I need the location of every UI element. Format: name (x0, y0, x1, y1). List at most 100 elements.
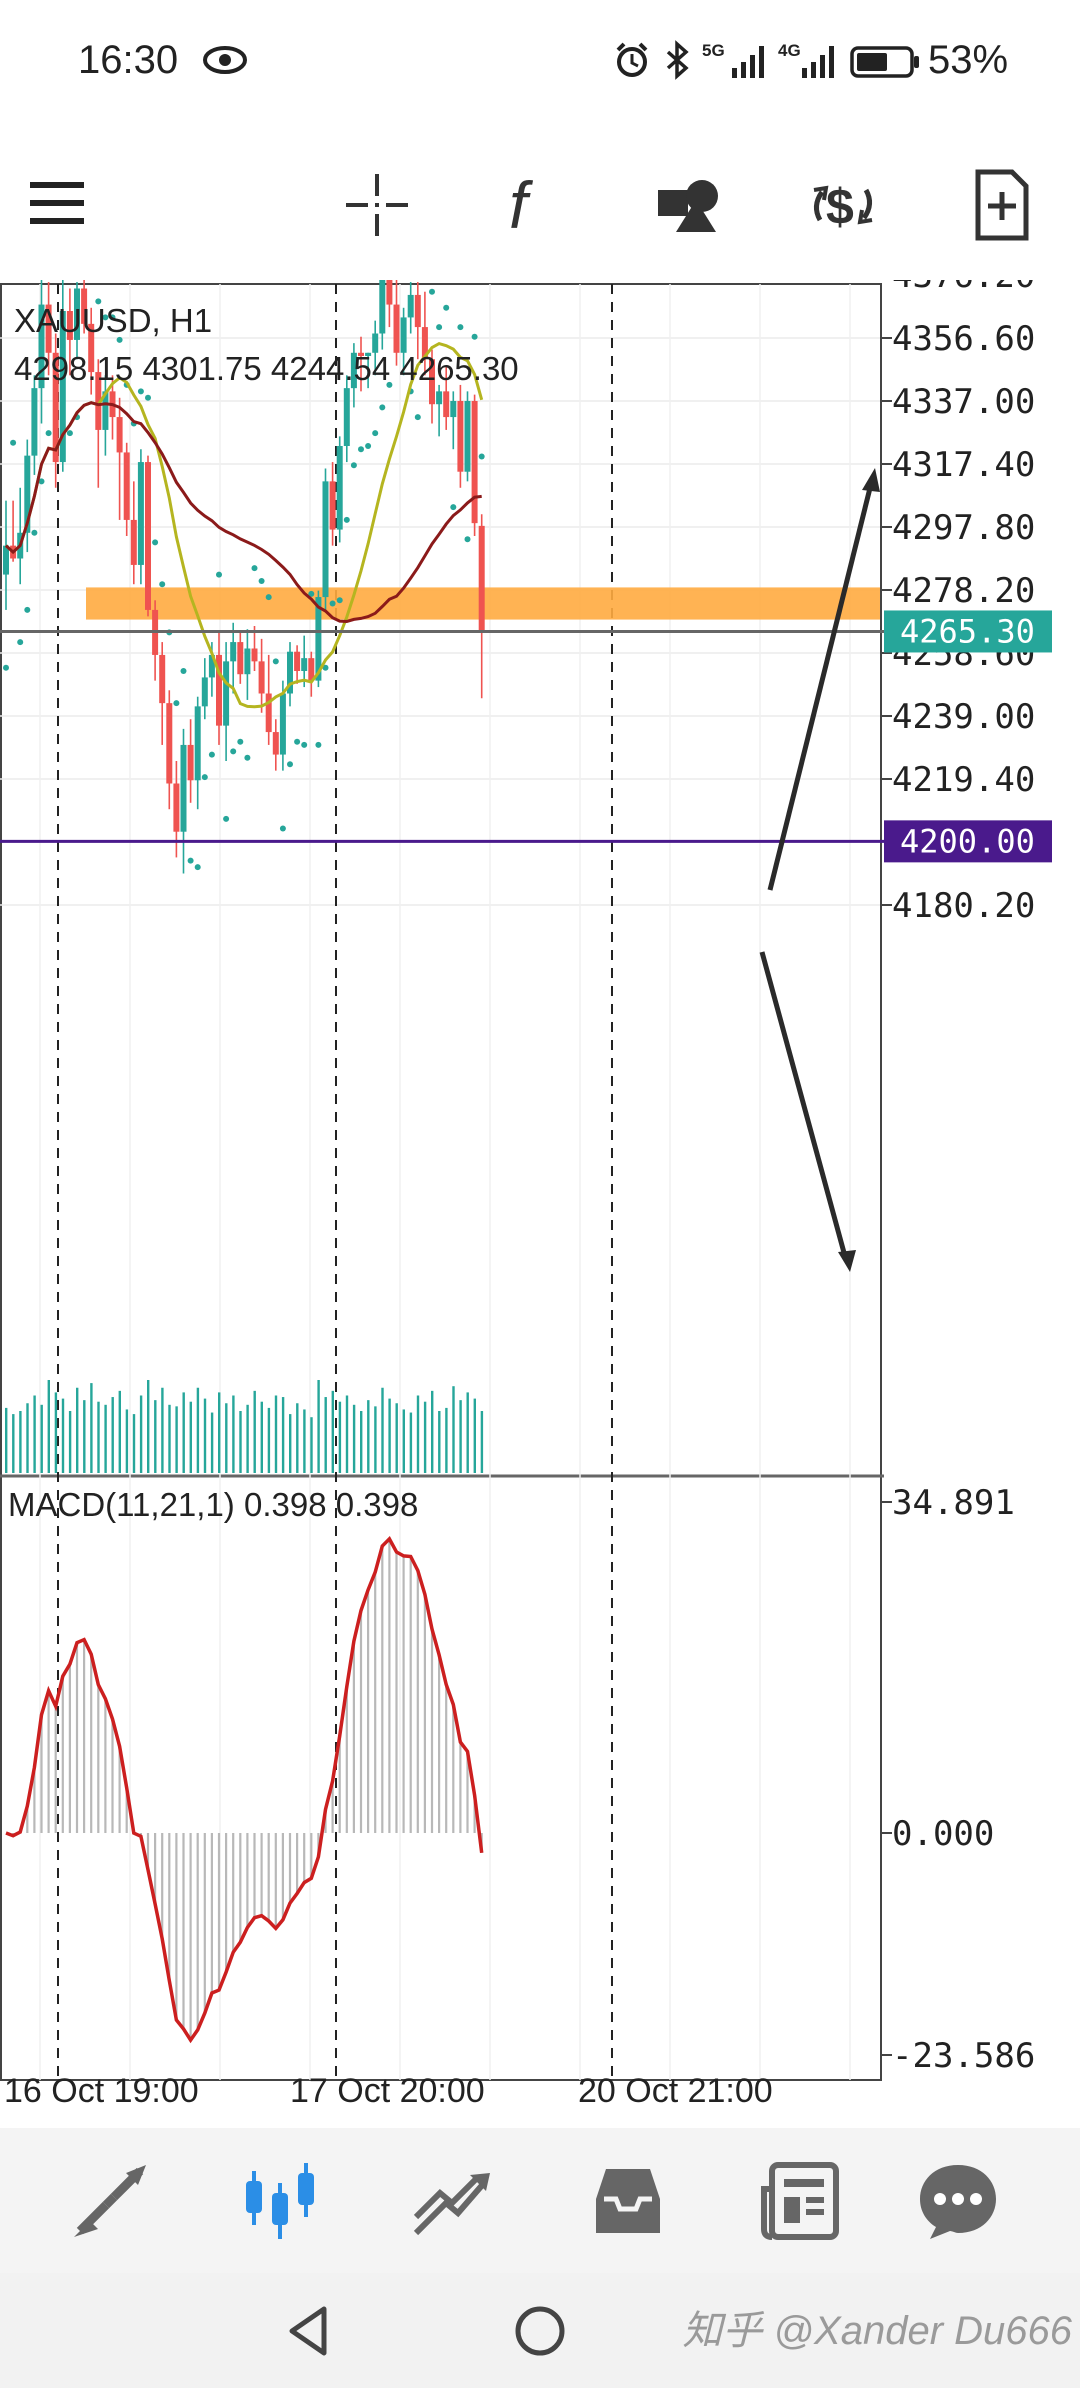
volume-bar (459, 1400, 462, 1473)
down-arrow[interactable] (759, 951, 849, 1261)
volume-bar (289, 1414, 292, 1473)
home-icon[interactable] (512, 2303, 568, 2359)
indicators-icon[interactable]: f (505, 168, 561, 242)
candle (3, 500, 9, 610)
volume-bar (225, 1403, 228, 1473)
candle (421, 291, 428, 376)
candle (301, 635, 308, 688)
projection-arrows[interactable] (759, 468, 880, 1272)
candle-body (194, 706, 201, 781)
volume-bar (331, 1390, 334, 1473)
candle-body (365, 352, 372, 356)
objects-icon[interactable] (656, 176, 724, 234)
candle-body (436, 391, 443, 405)
candle (116, 397, 123, 520)
current-price-tag (884, 610, 1052, 653)
nav-trade[interactable] (372, 2128, 532, 2273)
candle (244, 629, 251, 700)
svg-text:$: $ (826, 179, 854, 235)
volume-bar (480, 1411, 484, 1473)
menu-icon[interactable] (28, 176, 88, 230)
candle-body (130, 519, 137, 565)
sar-dot (24, 606, 31, 613)
sar-dot (443, 304, 450, 311)
messages-icon (920, 2164, 996, 2239)
candle (102, 375, 109, 456)
back-icon[interactable] (284, 2303, 334, 2359)
candle-body (251, 648, 258, 662)
sar-dot (308, 590, 315, 597)
candle (38, 278, 45, 424)
sar-dot (152, 539, 159, 546)
nav-news[interactable] (720, 2128, 880, 2273)
sar-dot (265, 594, 272, 601)
sar-dot (450, 504, 457, 511)
sar-dot (294, 738, 301, 745)
nav-chart[interactable] (200, 2128, 360, 2273)
candle (457, 384, 464, 488)
sar-dot (336, 597, 343, 604)
volume-bar (154, 1400, 157, 1473)
volume-bar (409, 1412, 413, 1473)
price-chart[interactable]: 4395.804376.204356.604337.004317.404297.… (0, 193, 1080, 2132)
volume-bar (118, 1390, 121, 1473)
candle-body (201, 677, 208, 707)
sar-dot (66, 430, 73, 437)
news-icon (761, 2161, 839, 2240)
volume-bar (132, 1414, 136, 1473)
nav-history[interactable] (548, 2128, 708, 2273)
volume-bar (161, 1387, 164, 1473)
sar-dot (329, 600, 336, 607)
up-arrow[interactable] (767, 479, 875, 891)
sar-dot (478, 453, 485, 460)
volume-bar (445, 1407, 448, 1473)
volume-bar (97, 1401, 100, 1473)
trade-icon[interactable]: $ (806, 170, 880, 240)
nav-quotes[interactable] (30, 2128, 190, 2273)
system-navigation-bar: 知乎 @Xander Du666 (0, 2273, 1080, 2388)
chart-canvas[interactable]: 4395.804376.204356.604337.004317.404297.… (0, 193, 1080, 2132)
new-template-icon[interactable] (972, 168, 1032, 242)
candle (66, 288, 73, 376)
candle (152, 600, 159, 681)
price-tick-label: 4180.20 (892, 886, 1035, 926)
candle-body (287, 651, 293, 694)
candle (386, 262, 393, 328)
price-tick-label: 4317.40 (892, 445, 1035, 485)
trade-nav-icon (413, 2172, 490, 2235)
alarm-icon (616, 42, 648, 77)
time-axis: 16 Oct 19:00 17 Oct 20:00 20 Oct 21:00 (4, 2072, 773, 2110)
candle-body (294, 651, 301, 671)
candle (216, 632, 222, 745)
candle (308, 651, 315, 697)
price-tick-label: 4376.20 (892, 280, 1035, 296)
nav-messages[interactable] (878, 2128, 1038, 2273)
candle (358, 336, 364, 392)
volume-bar (416, 1395, 420, 1473)
candle (393, 269, 400, 366)
candle-body (31, 388, 38, 456)
candle-body (102, 391, 109, 430)
candle (407, 282, 414, 334)
sar-dot (116, 336, 123, 343)
volume-bar (388, 1398, 391, 1473)
candle-body (244, 648, 251, 675)
sar-dot (414, 414, 421, 421)
candle (350, 343, 357, 408)
price-tick-label: 4219.40 (892, 760, 1035, 800)
candle (379, 262, 386, 350)
eye-icon (203, 46, 247, 74)
candle (52, 333, 59, 488)
candle-body (187, 744, 194, 781)
candle-body (315, 597, 322, 681)
sar-dot (471, 333, 478, 340)
sar-dot (379, 404, 386, 411)
sar-dot (372, 430, 379, 437)
candle (272, 719, 279, 771)
candle-body (343, 388, 350, 446)
candle-body (116, 417, 123, 453)
sar-dot (223, 815, 230, 822)
quotes-icon (74, 2164, 146, 2237)
crosshair-icon[interactable] (344, 172, 410, 238)
volume-bar (395, 1403, 398, 1473)
